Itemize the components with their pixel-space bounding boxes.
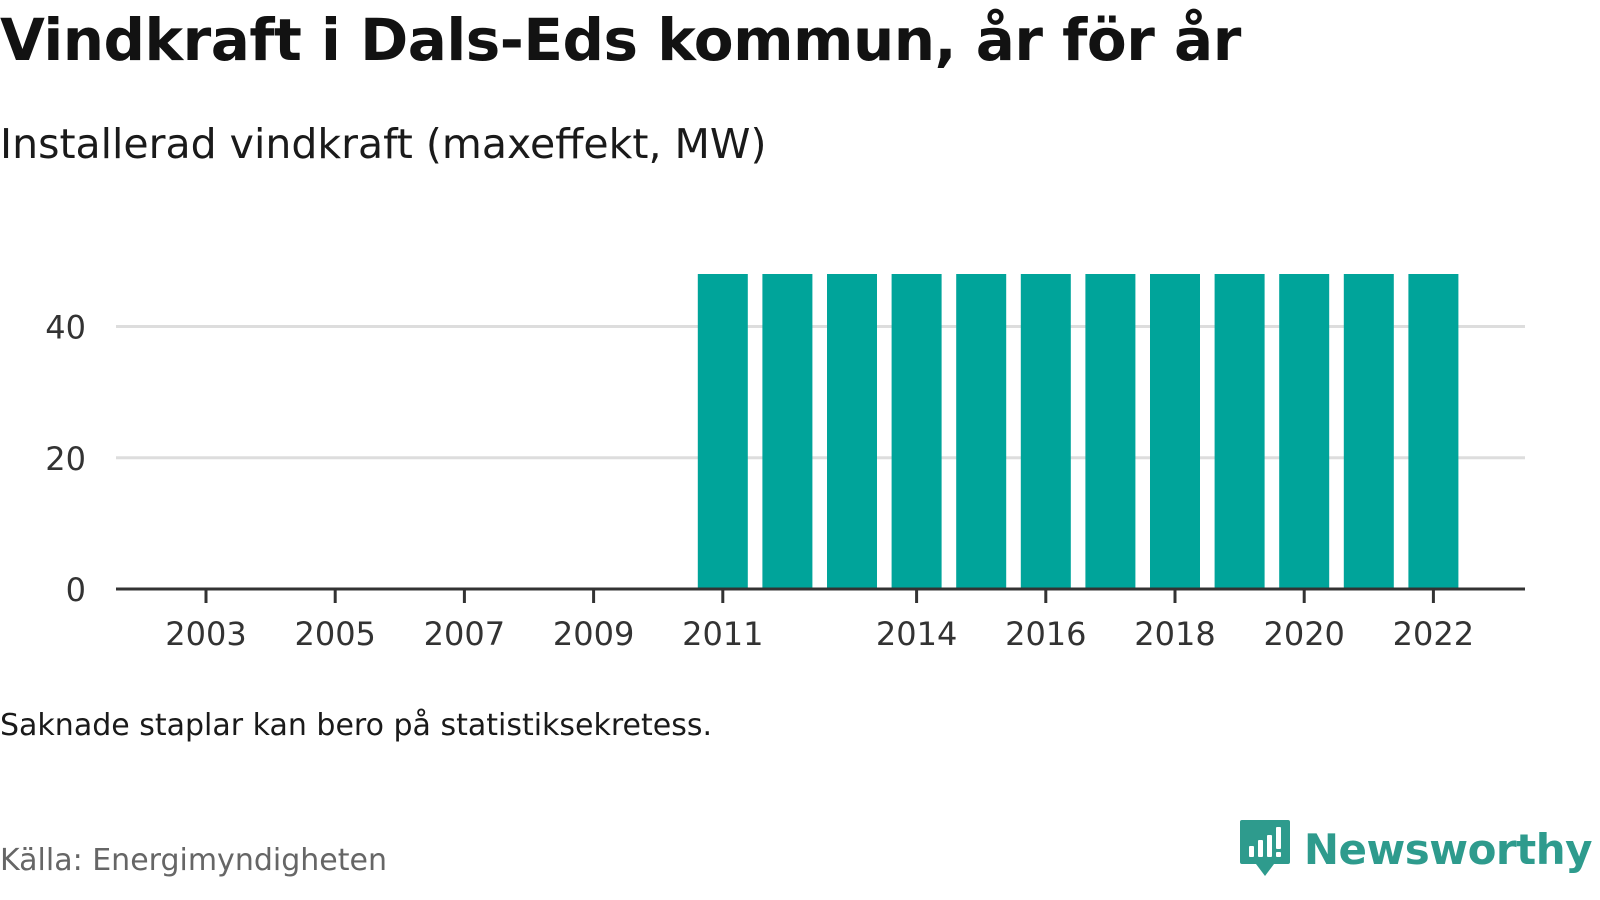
x-tick-label: 2022 bbox=[1393, 615, 1474, 653]
source-label: Källa: Energimyndigheten bbox=[0, 843, 387, 878]
bar-2011 bbox=[697, 274, 748, 589]
brand-logo: Newsworthy bbox=[1238, 818, 1593, 880]
chart-subtitle: Installerad vindkraft (maxeffekt, MW) bbox=[0, 120, 767, 168]
bar-2013 bbox=[827, 274, 877, 589]
bar-2020 bbox=[1279, 274, 1330, 589]
brand-name: Newsworthy bbox=[1303, 824, 1593, 874]
bar-2012 bbox=[762, 274, 813, 589]
x-tick-label: 2014 bbox=[876, 615, 957, 653]
chart-title: Vindkraft i Dals-Eds kommun, år för år bbox=[0, 6, 1241, 74]
x-tick-label: 2003 bbox=[165, 615, 246, 653]
y-tick-label: 20 bbox=[45, 440, 86, 478]
bar-2014 bbox=[891, 274, 942, 589]
x-tick-label: 2020 bbox=[1263, 615, 1344, 653]
y-tick-label: 40 bbox=[45, 309, 86, 347]
bar-2016 bbox=[1020, 274, 1071, 589]
x-tick-label: 2016 bbox=[1005, 615, 1086, 653]
bar-2017 bbox=[1085, 274, 1136, 589]
bar-2022 bbox=[1408, 274, 1459, 589]
x-tick-label: 2007 bbox=[424, 615, 505, 653]
bar-2018 bbox=[1150, 274, 1200, 589]
newsworthy-logo-icon bbox=[1239, 820, 1290, 876]
x-tick-label: 2018 bbox=[1134, 615, 1215, 653]
x-tick-label: 2009 bbox=[553, 615, 634, 653]
y-tick-label: 0 bbox=[66, 571, 86, 609]
x-tick-label: 2011 bbox=[682, 615, 763, 653]
bar-2019 bbox=[1214, 274, 1265, 589]
footnote: Saknade staplar kan bero på statistiksek… bbox=[0, 708, 713, 743]
x-tick-label: 2005 bbox=[294, 615, 375, 653]
bar-2021 bbox=[1343, 274, 1394, 589]
bar-chart: 0 20 40 2003 2005 2007 2009 2011 2014 2016 2018 202… bbox=[45, 274, 1525, 653]
bar-2015 bbox=[956, 274, 1007, 589]
